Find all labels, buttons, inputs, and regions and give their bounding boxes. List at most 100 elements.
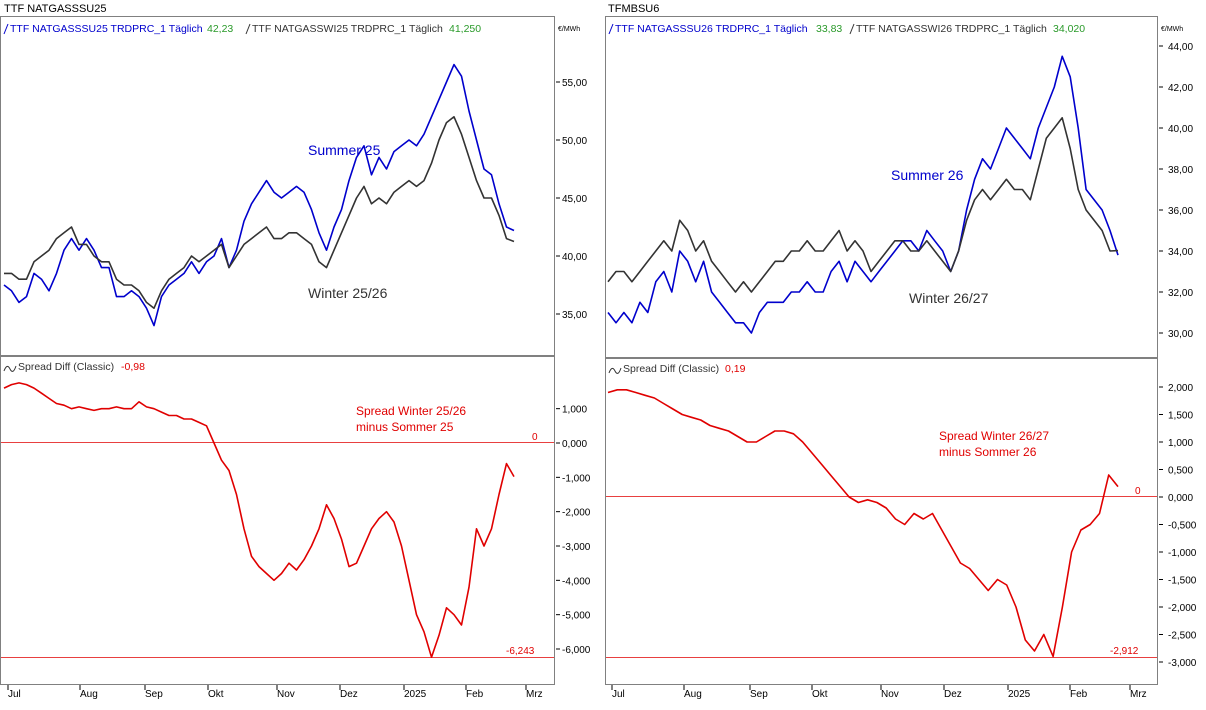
- right-legend-winter-name: TTF NATGASSWI26 TRDPRC_1 Täglich: [856, 23, 1047, 35]
- y-tick-label: 1,000: [562, 405, 587, 416]
- y-tick-label: 0,000: [562, 439, 587, 450]
- x-tick-label: 2025: [1008, 689, 1031, 700]
- y-tick-label: -1,500: [1168, 576, 1197, 587]
- series-line-icon: [849, 23, 855, 35]
- series-line: [607, 388, 1119, 658]
- x-tick-label: 2025: [404, 689, 427, 700]
- right-legend-summer-name: TTF NATGASSSU26 TRDPRC_1 Täglich: [615, 23, 808, 35]
- x-tick-label: Mrz: [526, 689, 543, 700]
- y-tick-label: 38,00: [1168, 165, 1193, 176]
- y-tick-label: 34,00: [1168, 247, 1193, 258]
- y-tick-label: -1,000: [562, 473, 591, 484]
- x-tick-label: Jul: [612, 689, 625, 700]
- y-tick-label: 2,000: [1168, 383, 1193, 394]
- x-tick-label: Nov: [881, 689, 899, 700]
- x-tick-label: Okt: [812, 689, 828, 700]
- y-tick-label: 40,00: [1168, 124, 1193, 135]
- right-spread-name: Spread Diff (Classic): [623, 363, 719, 375]
- x-tick-label: Aug: [684, 689, 702, 700]
- right-legend: TTF NATGASSSU26 TRDPRC_1 Täglich 33,83 T…: [608, 23, 1085, 35]
- right-unit-label: €/MWh: [1161, 26, 1183, 33]
- right-spread-frame: [605, 358, 1158, 685]
- left-spread-frame: [0, 356, 555, 685]
- x-tick-label: Mrz: [1130, 689, 1147, 700]
- y-tick-label: 30,00: [1168, 329, 1193, 340]
- right-min-label: -2,912: [1110, 646, 1139, 657]
- right-zero-label: 0: [1135, 486, 1141, 497]
- y-tick-label: 40,00: [562, 252, 587, 263]
- left-spread-annotation-line1: Spread Winter 25/26: [356, 404, 466, 418]
- series-line: [4, 116, 515, 310]
- y-tick-label: 44,00: [1168, 42, 1193, 53]
- y-tick-label: 1,000: [1168, 438, 1193, 449]
- left-legend-summer-value: 42,23: [207, 23, 233, 35]
- right-summer-annotation: Summer 26: [891, 167, 964, 183]
- y-tick-label: -2,000: [562, 508, 591, 519]
- series-line: [607, 55, 1119, 334]
- x-tick-label: Sep: [750, 689, 768, 700]
- x-tick-label: Dez: [340, 689, 358, 700]
- right-spread-annotation-line1: Spread Winter 26/27: [939, 429, 1049, 443]
- x-tick-label: Feb: [466, 689, 484, 700]
- right-panel: TFMBSU6 €/MWh TTF NATGASSSU26 TRDPRC_1 T…: [605, 3, 1183, 685]
- left-min-label: -6,243: [506, 646, 535, 657]
- left-panel-title: TTF NATGASSSU25: [4, 3, 106, 15]
- y-tick-label: 45,00: [562, 194, 587, 205]
- y-tick-label: 1,500: [1168, 411, 1193, 422]
- left-spread-value: -0,98: [121, 361, 145, 373]
- spread-line-icon: [608, 367, 622, 374]
- y-tick-label: 55,00: [562, 78, 587, 89]
- y-tick-label: 35,00: [562, 310, 587, 321]
- y-tick-label: -5,000: [562, 611, 591, 622]
- right-panel-title: TFMBSU6: [608, 3, 659, 15]
- y-tick-label: 36,00: [1168, 206, 1193, 217]
- right-legend-summer-value: 33,83: [816, 23, 842, 35]
- y-tick-label: -2,000: [1168, 603, 1197, 614]
- left-zero-label: 0: [532, 432, 538, 443]
- series-line-icon: [3, 23, 9, 35]
- plot-layer: 35,00 40,00 45,00 50,00 55,00 -6,000 -5,000 -4,…: [3, 42, 1197, 700]
- y-tick-label: -1,000: [1168, 548, 1197, 559]
- y-tick-label: 50,00: [562, 136, 587, 147]
- x-tick-label: Jul: [8, 689, 21, 700]
- right-price-frame: [605, 16, 1158, 358]
- series-line: [3, 382, 515, 659]
- series-line-icon: [608, 23, 614, 35]
- spread-line-icon: [3, 365, 17, 372]
- right-spread-value: 0,19: [725, 363, 746, 375]
- y-tick-label: -3,000: [1168, 658, 1197, 669]
- left-spread-annotation-line2: minus Sommer 25: [356, 420, 454, 434]
- x-tick-label: Aug: [80, 689, 98, 700]
- x-tick-label: Nov: [277, 689, 295, 700]
- left-legend-winter-value: 41,250: [449, 23, 481, 35]
- left-price-frame: [0, 16, 555, 356]
- left-legend-summer-name: TTF NATGASSSU25 TRDPRC_1 Täglich: [10, 23, 203, 35]
- x-tick-label: Sep: [145, 689, 163, 700]
- y-tick-label: -6,000: [562, 645, 591, 656]
- x-tick-label: Dez: [944, 689, 962, 700]
- x-tick-label: Okt: [208, 689, 224, 700]
- left-legend: TTF NATGASSSU25 TRDPRC_1 Täglich 42,23 T…: [3, 23, 481, 35]
- series-line-icon: [245, 23, 251, 35]
- right-legend-winter-value: 34,020: [1053, 23, 1085, 35]
- left-spread-legend: Spread Diff (Classic) -0,98: [3, 361, 145, 373]
- right-spread-annotation-line2: minus Sommer 26: [939, 445, 1037, 459]
- series-line: [3, 63, 515, 327]
- y-tick-label: -4,000: [562, 576, 591, 587]
- right-spread-legend: Spread Diff (Classic) 0,19: [608, 363, 746, 375]
- y-tick-label: 0,000: [1168, 493, 1193, 504]
- left-unit-label: €/MWh: [558, 26, 580, 33]
- left-panel: TTF NATGASSSU25 €/MWh TTF NATGASSSU25 TR…: [0, 3, 580, 685]
- y-tick-label: -0,500: [1168, 521, 1197, 532]
- left-winter-annotation: Winter 25/26: [308, 285, 388, 301]
- y-tick-label: 32,00: [1168, 288, 1193, 299]
- y-tick-label: -2,500: [1168, 631, 1197, 642]
- y-tick-label: 42,00: [1168, 83, 1193, 94]
- left-spread-name: Spread Diff (Classic): [18, 361, 114, 373]
- left-summer-annotation: Summer 25: [308, 142, 381, 158]
- right-winter-annotation: Winter 26/27: [909, 290, 989, 306]
- left-legend-winter-name: TTF NATGASSWI25 TRDPRC_1 Täglich: [252, 23, 443, 35]
- series-line: [607, 117, 1119, 293]
